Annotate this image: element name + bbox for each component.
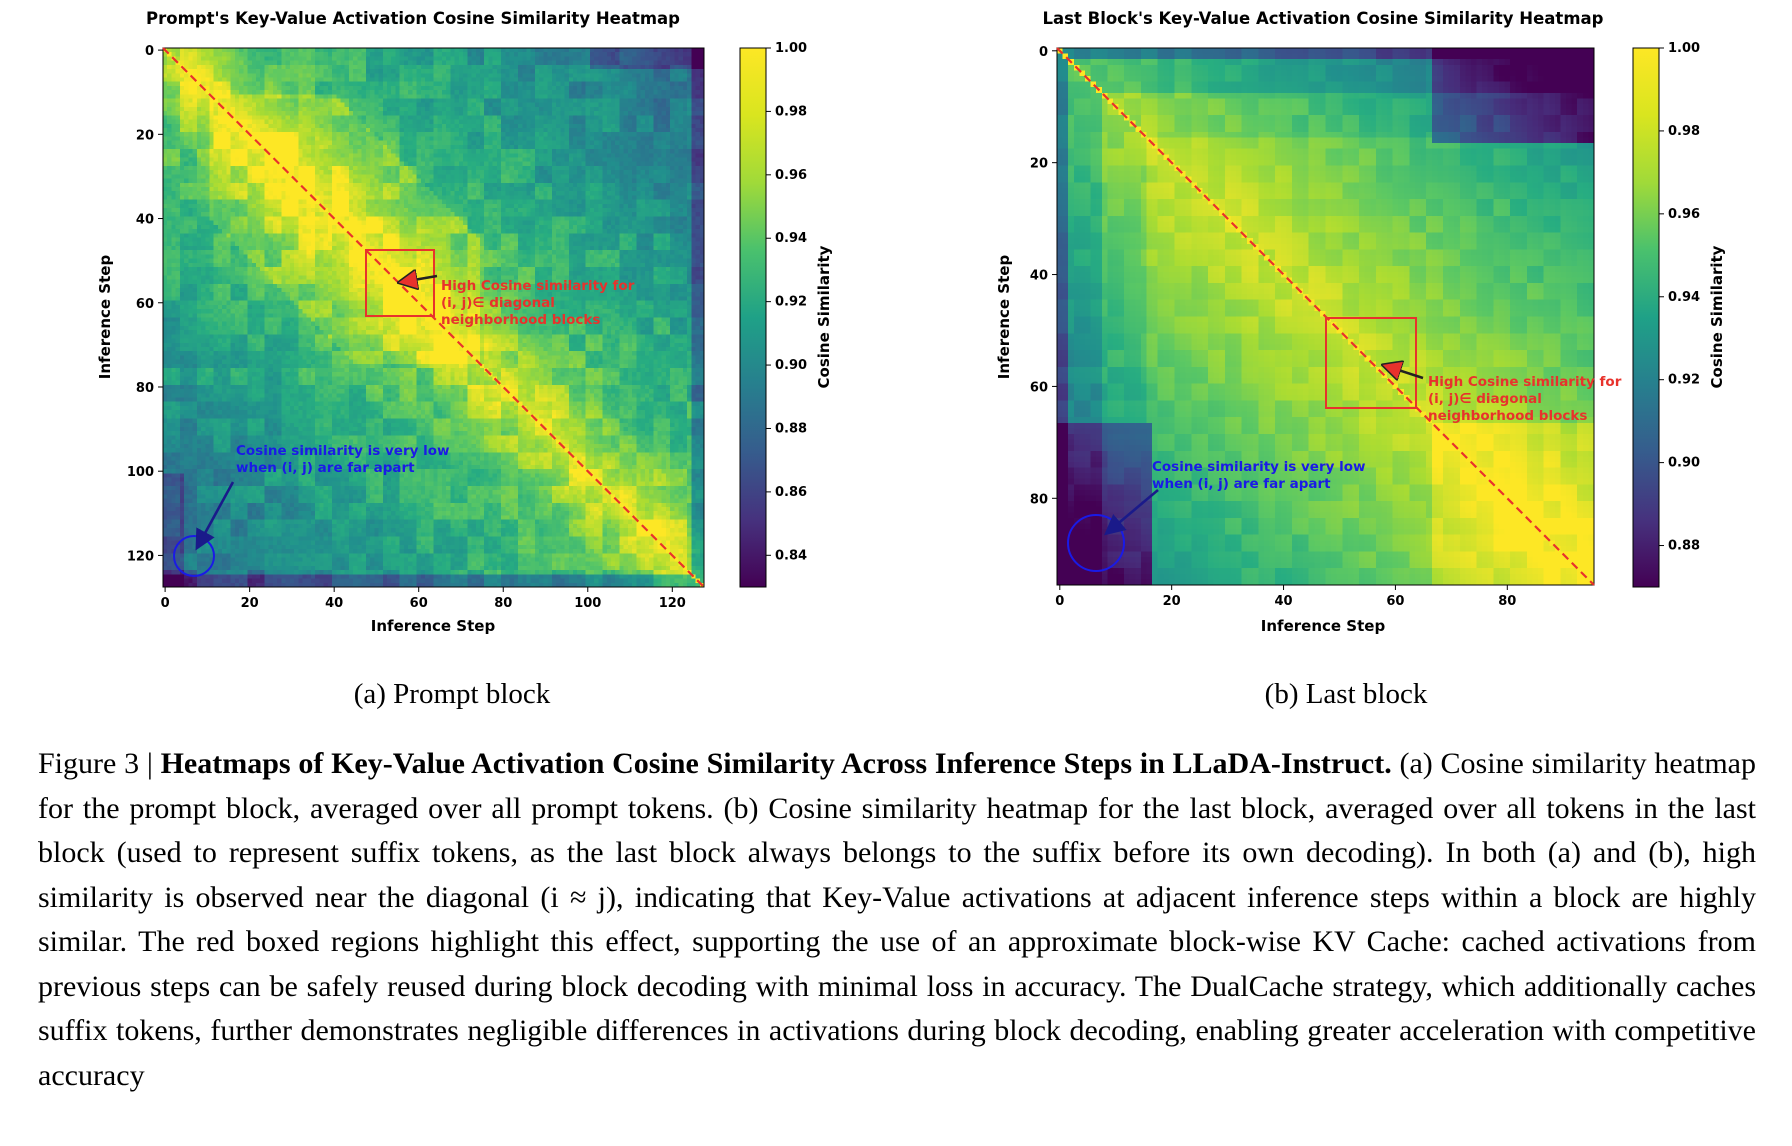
panel-a-ytick-label-4: 80 xyxy=(136,381,154,396)
panel-a-highlight-box xyxy=(365,249,435,317)
panel-a-xtick-label-3: 60 xyxy=(410,596,428,611)
panel-b-annotation-low-1: Cosine similarity is very low xyxy=(1152,459,1366,475)
panel-a-ytick-label-3: 60 xyxy=(136,297,154,312)
panel-a-cbtick-label-5: 0.90 xyxy=(775,358,807,373)
panel-b-colorbar-label: Cosine Similarity xyxy=(1708,245,1726,388)
panel-b-low-similarity-circle xyxy=(1067,514,1125,572)
panel-a-annotation-low-2: when (i, j) are far apart xyxy=(236,460,415,476)
panel-a-colorbar-label: Cosine Similarity xyxy=(815,245,833,388)
panel-a-cbtick-label-4: 0.92 xyxy=(775,295,807,310)
panel-b-annotation-high-1: High Cosine similarity for xyxy=(1428,374,1622,390)
panel-b-cbtick-label-6: 0.88 xyxy=(1668,539,1700,554)
panel-b-diagonal xyxy=(1056,47,1595,586)
panel-b-highlight-box xyxy=(1325,317,1417,409)
panel-a-colorbar-ticks: 1.00 0.98 0.96 0.94 0.92 0.90 0.88 0.86 0.84 xyxy=(766,41,807,563)
panel-a-ytick-label-6: 120 xyxy=(127,549,154,564)
panel-b-ytick-label-0: 0 xyxy=(1039,45,1048,60)
panel-a-arrow-high xyxy=(402,276,438,282)
panel-b-colorbar-ticks: 1.00 0.98 0.96 0.94 0.92 0.90 0.88 xyxy=(1659,41,1700,554)
panel-b-cbtick-label-1: 0.98 xyxy=(1668,124,1700,139)
panel-a-ytick-label-0: 0 xyxy=(145,44,154,59)
panel-a-cbtick-label-3: 0.94 xyxy=(775,231,807,246)
panel-b-ticks: 0 20 40 60 80 0 20 40 60 80 xyxy=(1030,45,1516,609)
panel-a-annotation-high-3: neighborhood blocks xyxy=(441,312,600,328)
panel-a-colorbar xyxy=(739,47,767,588)
panel-a-ticks: 0 20 40 60 80 100 120 0 20 40 60 80 100 120 xyxy=(127,44,686,611)
panel-a-ytick-label-1: 20 xyxy=(136,128,154,143)
panel-a-ytick-label-5: 100 xyxy=(127,465,154,480)
panel-a-annotation-high-2: (i, j)∈ diagonal xyxy=(441,295,555,311)
panel-a-xtick-label-6: 120 xyxy=(659,596,686,611)
panel-b-xtick-label-4: 80 xyxy=(1498,594,1516,609)
panel-a-low-similarity-circle xyxy=(173,535,215,577)
panel-a-cbtick-label-8: 0.84 xyxy=(775,548,807,563)
panel-b-xtick-label-1: 20 xyxy=(1163,594,1181,609)
panel-b-colorbar xyxy=(1632,47,1660,588)
panel-b: Last Block's Key-Value Activation Cosine… xyxy=(995,9,1726,710)
panel-a-cbtick-label-6: 0.88 xyxy=(775,421,807,436)
panel-a-ytick-label-2: 40 xyxy=(136,213,154,228)
panel-b-annotation-high-2: (i, j)∈ diagonal xyxy=(1428,391,1542,407)
figure: Prompt's Key-Value Activation Cosine Sim… xyxy=(96,9,1726,710)
panel-a-xtick-label-5: 100 xyxy=(574,596,601,611)
panel-a-cbtick-label-1: 0.98 xyxy=(775,104,807,119)
panel-b-title: Last Block's Key-Value Activation Cosine… xyxy=(1043,9,1604,28)
panel-a: Prompt's Key-Value Activation Cosine Sim… xyxy=(96,9,833,710)
subcaption-b: (b) Last block xyxy=(1265,678,1428,710)
panel-a-ylabel: Inference Step xyxy=(96,255,114,380)
panel-a-cbtick-label-0: 1.00 xyxy=(775,41,807,56)
panel-a-annotation-high-1: High Cosine similarity for xyxy=(441,278,635,294)
panel-a-arrow-low xyxy=(195,481,235,551)
caption-body: (a) Cosine similarity heatmap for the pr… xyxy=(38,747,1756,1092)
panel-b-cbtick-label-5: 0.90 xyxy=(1668,456,1700,471)
panel-b-annotation-high-3: neighborhood blocks xyxy=(1428,408,1587,424)
caption-label: Figure 3 | xyxy=(38,747,161,780)
panel-b-ytick-label-1: 20 xyxy=(1030,157,1048,172)
panel-a-cbtick-label-2: 0.96 xyxy=(775,168,807,183)
subcaption-a: (a) Prompt block xyxy=(354,678,551,710)
panel-a-annotation-low-1: Cosine similarity is very low xyxy=(236,443,450,459)
panel-a-xtick-label-1: 20 xyxy=(241,596,259,611)
panel-b-annotation-low-2: when (i, j) are far apart xyxy=(1152,476,1331,492)
panel-b-ytick-label-3: 60 xyxy=(1030,380,1048,395)
panel-b-cbtick-label-2: 0.96 xyxy=(1668,207,1700,222)
caption-title: Heatmaps of Key-Value Activation Cosine … xyxy=(160,747,1392,780)
panel-b-xtick-label-3: 60 xyxy=(1386,594,1404,609)
panel-a-xtick-label-0: 0 xyxy=(161,596,170,611)
panel-b-cbtick-label-3: 0.94 xyxy=(1668,290,1700,305)
panel-a-xtick-label-2: 40 xyxy=(325,596,343,611)
panel-b-cbtick-label-0: 1.00 xyxy=(1668,41,1700,56)
panel-b-ytick-label-2: 40 xyxy=(1030,269,1048,284)
panel-a-plot-frame xyxy=(162,47,705,588)
panel-b-arrow-low xyxy=(1104,489,1159,536)
panel-b-xtick-label-0: 0 xyxy=(1055,594,1064,609)
panel-b-cbtick-label-4: 0.92 xyxy=(1668,373,1700,388)
panel-a-xtick-label-4: 80 xyxy=(494,596,512,611)
panel-b-arrow-high xyxy=(1386,366,1424,378)
panel-a-xlabel: Inference Step xyxy=(371,617,496,635)
panel-b-xlabel: Inference Step xyxy=(1261,617,1386,635)
panel-b-xtick-label-2: 40 xyxy=(1275,594,1293,609)
panel-a-cbtick-label-7: 0.86 xyxy=(775,485,807,500)
panel-b-ylabel: Inference Step xyxy=(995,255,1013,380)
panel-a-title: Prompt's Key-Value Activation Cosine Sim… xyxy=(146,9,680,28)
figure-caption: Figure 3 | Heatmaps of Key-Value Activat… xyxy=(38,742,1756,1098)
panel-a-diagonal xyxy=(162,47,705,588)
panel-b-ytick-label-4: 80 xyxy=(1030,492,1048,507)
panel-b-plot-frame xyxy=(1056,47,1595,586)
